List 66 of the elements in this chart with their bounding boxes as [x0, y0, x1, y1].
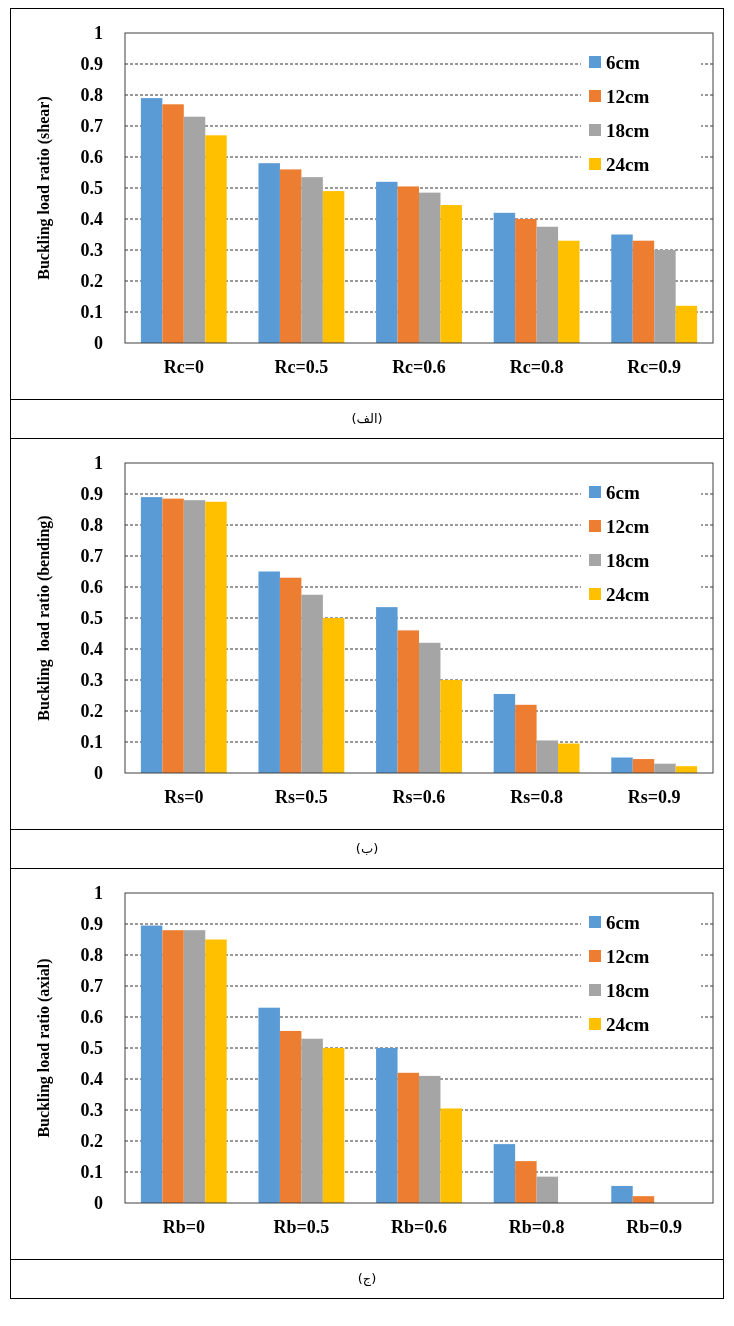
y-tick-label: 1 [94, 453, 103, 473]
text: (ج) [357, 1271, 377, 1286]
y-axis-title: Buckling load ratio (bending) [35, 515, 53, 721]
x-tick-label: Rs=0 [164, 787, 204, 807]
y-tick-label: 0 [94, 763, 103, 783]
x-tick-label: Rc=0.8 [509, 357, 564, 377]
y-tick-label: 0.8 [80, 85, 103, 105]
y-tick-label: 0.9 [80, 914, 103, 934]
y-tick-label: 0.8 [80, 515, 103, 535]
x-tick-label: Rb=0 [162, 1217, 205, 1237]
y-tick-label: 0.2 [80, 271, 103, 291]
legend-label: 24cm [606, 584, 650, 605]
x-tick-label: Rs=0.8 [510, 787, 563, 807]
legend-label: 12cm [606, 946, 650, 967]
y-tick-label: 0.4 [80, 1069, 103, 1089]
x-tick-label: Rs=0.5 [275, 787, 328, 807]
legend-label: 6cm [606, 482, 640, 503]
y-tick-label: 0.5 [80, 178, 103, 198]
legend-label: 18cm [606, 120, 650, 141]
x-tick-label: Rc=0.9 [627, 357, 682, 377]
y-tick-label: 0.5 [80, 608, 103, 628]
x-tick-label: Rb=0.9 [626, 1217, 683, 1237]
y-tick-label: 0.6 [80, 1007, 103, 1027]
x-tick-label: Rc=0 [163, 357, 204, 377]
y-tick-label: 0.9 [80, 54, 103, 74]
x-tick-label: Rc=0.6 [392, 357, 446, 377]
y-tick-label: 0.8 [80, 945, 103, 965]
y-tick-label: 0.4 [80, 209, 103, 229]
x-tick-label: Rb=0.6 [391, 1217, 447, 1237]
y-tick-label: 0.4 [80, 639, 103, 659]
text: (ب) [355, 841, 379, 856]
legend-label: 12cm [606, 86, 650, 107]
y-tick-label: 0.3 [80, 670, 103, 690]
y-tick-label: 0.6 [80, 147, 103, 167]
y-tick-label: 0.3 [80, 240, 103, 260]
legend-label: 18cm [606, 550, 650, 571]
x-tick-label: Rs=0.9 [627, 787, 681, 807]
y-tick-label: 0.7 [80, 546, 103, 566]
y-axis-title: Buckling load ratio (axial) [35, 958, 53, 1138]
y-tick-label: 0.2 [80, 701, 103, 721]
y-tick-label: 0.6 [80, 577, 103, 597]
y-tick-label: 0 [94, 1193, 103, 1213]
y-tick-label: 0.9 [80, 484, 103, 504]
x-tick-label: Rc=0.5 [274, 357, 329, 377]
legend-label: 6cm [606, 912, 640, 933]
legend-label: 12cm [606, 516, 650, 537]
y-tick-label: 0.7 [80, 116, 103, 136]
legend-label: 18cm [606, 980, 650, 1001]
y-tick-label: 1 [94, 23, 103, 43]
legend-label: 6cm [606, 52, 640, 73]
y-tick-label: 0.5 [80, 1038, 103, 1058]
text: (الف) [351, 411, 383, 426]
y-tick-label: 0.3 [80, 1100, 103, 1120]
x-tick-label: Rb=0.5 [273, 1217, 330, 1237]
y-axis-title: Buckling load ratio (shear) [35, 96, 53, 280]
y-tick-label: 1 [94, 883, 103, 903]
y-tick-label: 0.1 [80, 1162, 103, 1182]
y-tick-label: 0.2 [80, 1131, 103, 1151]
y-tick-label: 0.7 [80, 976, 103, 996]
x-tick-label: Rb=0.8 [508, 1217, 565, 1237]
y-tick-label: 0.1 [80, 302, 103, 322]
legend-label: 24cm [606, 1014, 650, 1035]
legend-label: 24cm [606, 154, 650, 175]
y-tick-label: 0 [94, 333, 103, 353]
y-tick-label: 0.1 [80, 732, 103, 752]
x-tick-label: Rs=0.6 [392, 787, 446, 807]
